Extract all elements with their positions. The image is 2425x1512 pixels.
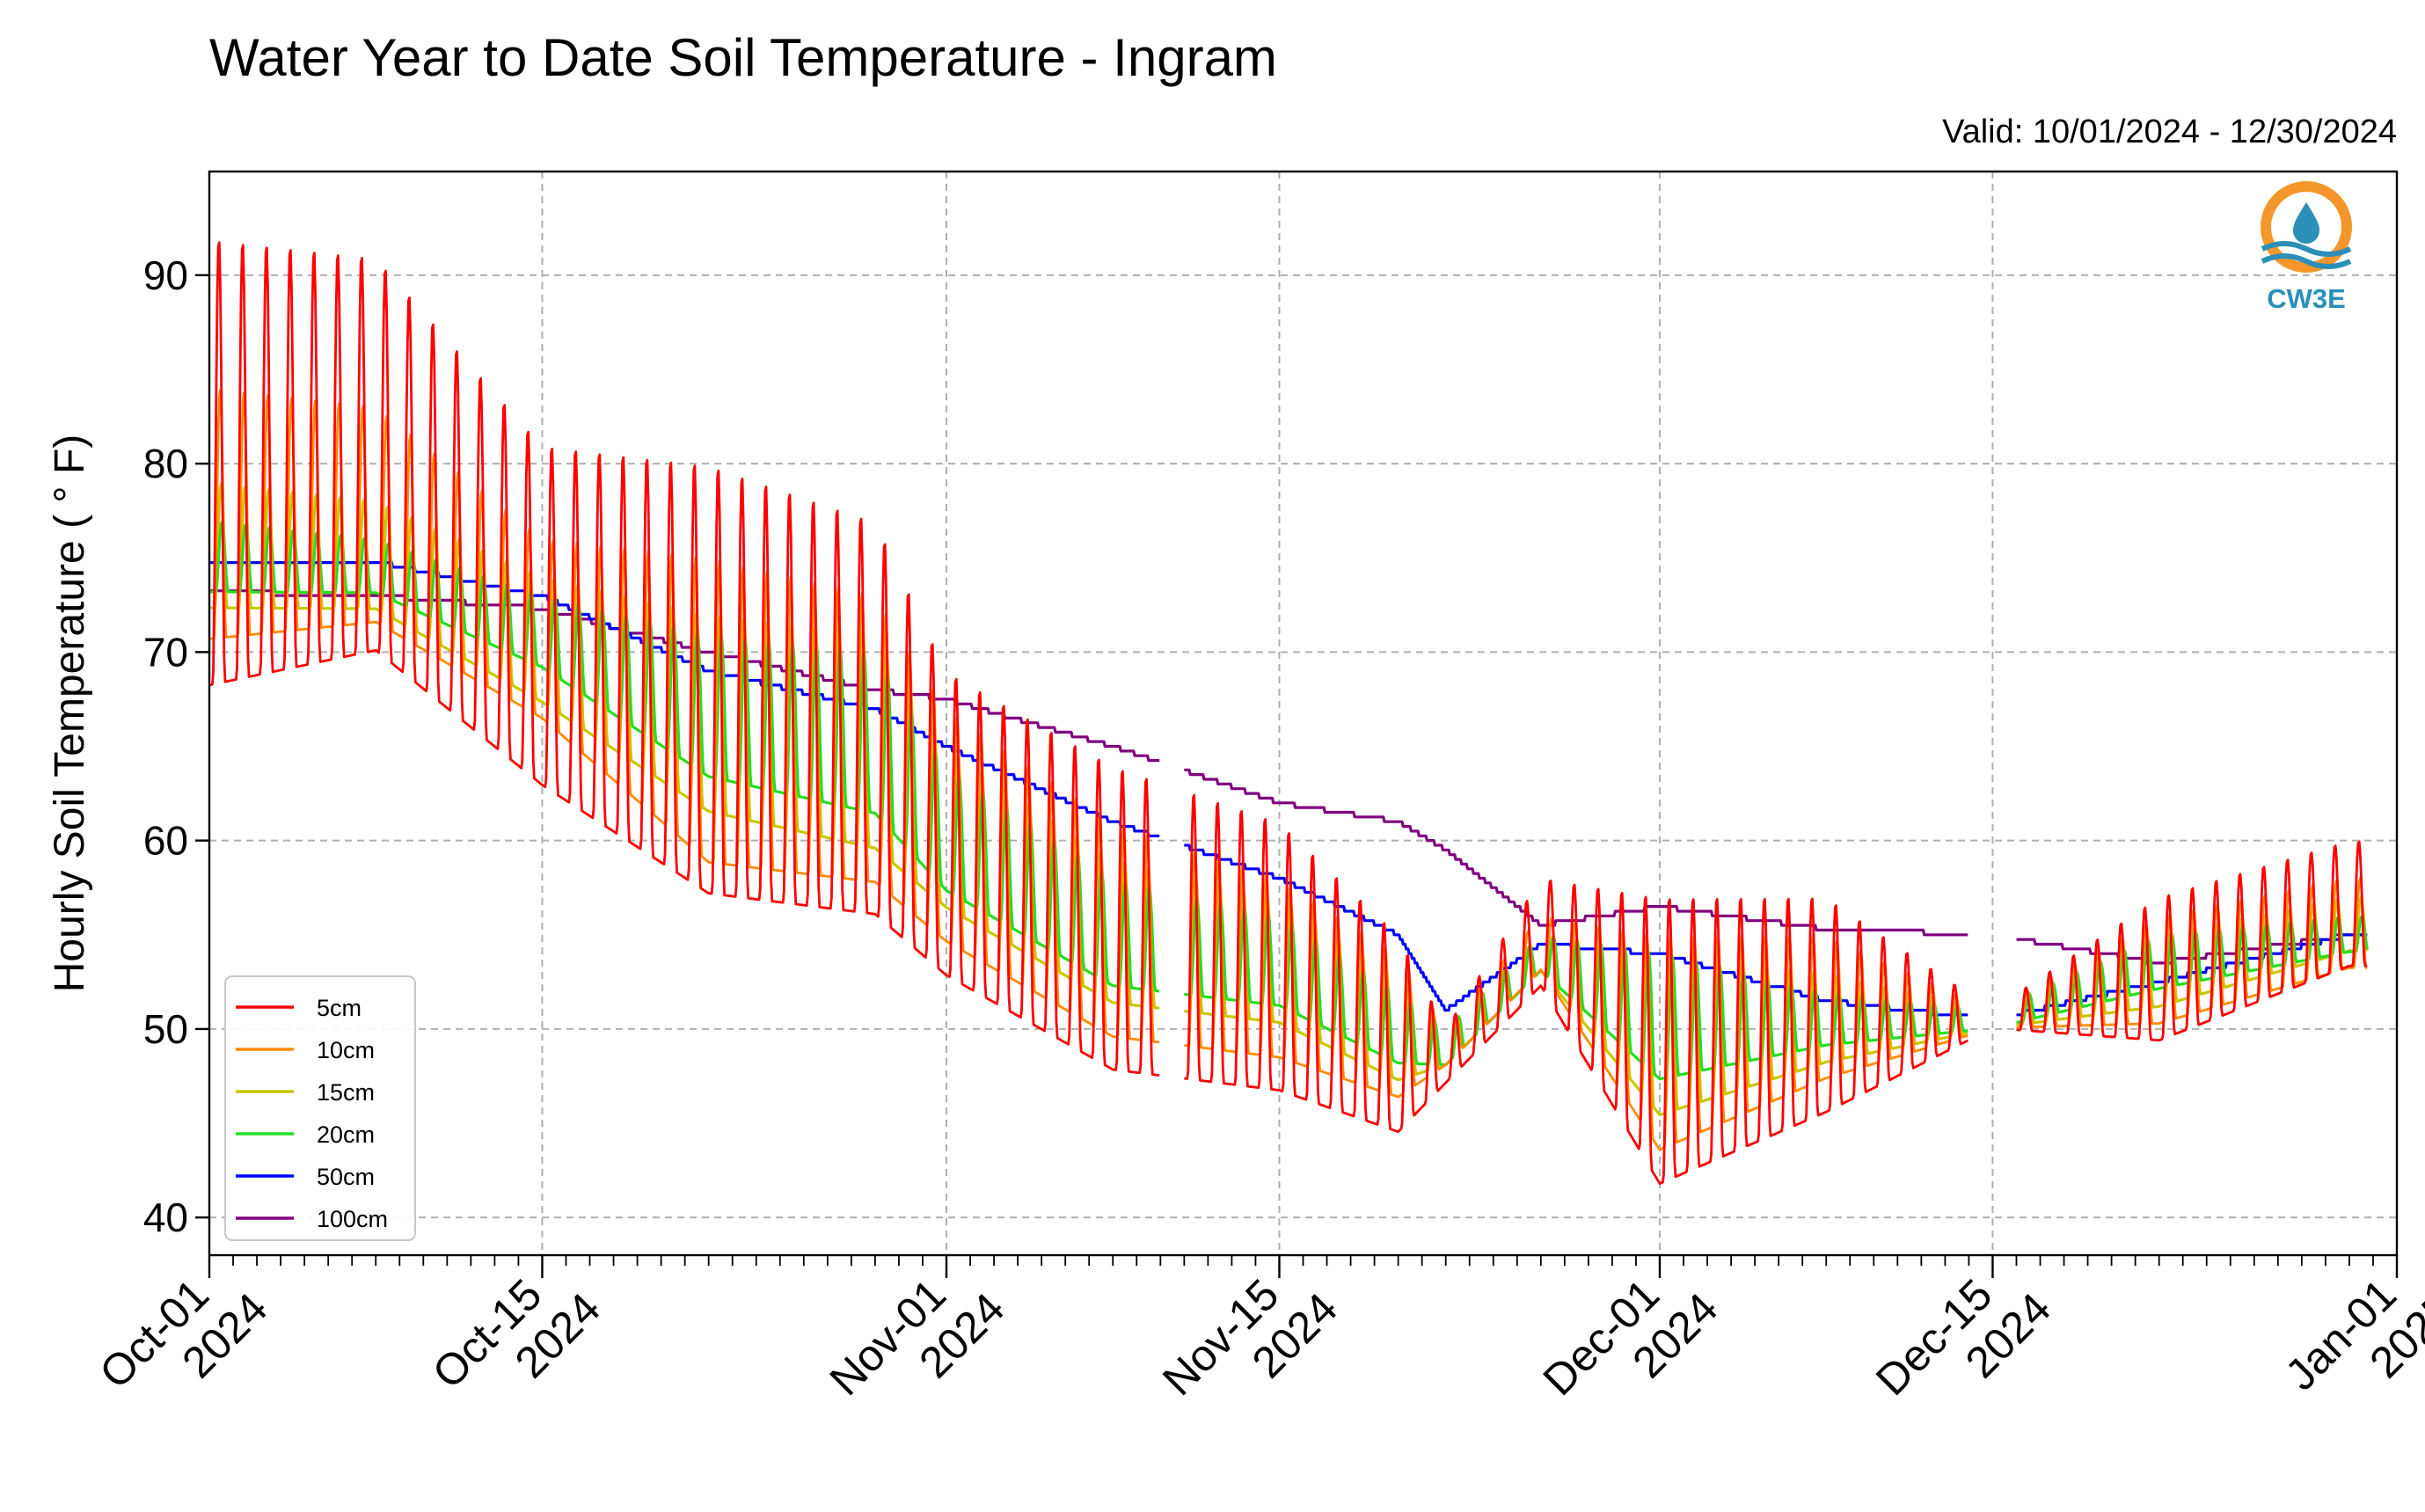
y-tick-label: 70 [143,629,188,675]
y-tick-label: 50 [143,1006,188,1052]
y-tick-label: 80 [143,441,188,486]
logo-wave-icon [2261,241,2352,257]
series-line-15cm [209,482,2369,1116]
legend-label: 15cm [317,1079,375,1106]
y-axis: 40 50 60 70 80 90 [143,252,209,1240]
legend-label: 100cm [317,1206,388,1232]
grid [209,172,2397,1255]
logo-text: CW3E [2267,283,2346,314]
cw3e-logo: CW3E [2261,181,2352,314]
chart-title: Water Year to Date Soil Temperature - In… [209,28,1277,87]
y-axis-label: Hourly Soil Temperature ( ° F) [47,435,93,993]
plot-frame [208,170,2399,1257]
logo-wave-icon [2261,253,2352,269]
series-lines [209,241,2369,1185]
logo-drop-icon [2293,202,2319,244]
chart-subtitle: Valid: 10/01/2024 - 12/30/2024 [1942,113,2397,150]
legend-box [224,975,416,1241]
y-tick-label: 60 [143,818,188,864]
legend-label: 10cm [317,1037,375,1063]
y-tick-label: 90 [143,252,188,298]
y-tick-label: 40 [143,1194,188,1240]
legend-label: 5cm [317,995,362,1021]
legend: 5cm 10cm 15cm 20cm 50cm 100cm [224,975,416,1241]
series-line-5cm [209,241,2368,1185]
legend-label: 50cm [317,1164,375,1190]
legend-label: 20cm [317,1121,375,1148]
